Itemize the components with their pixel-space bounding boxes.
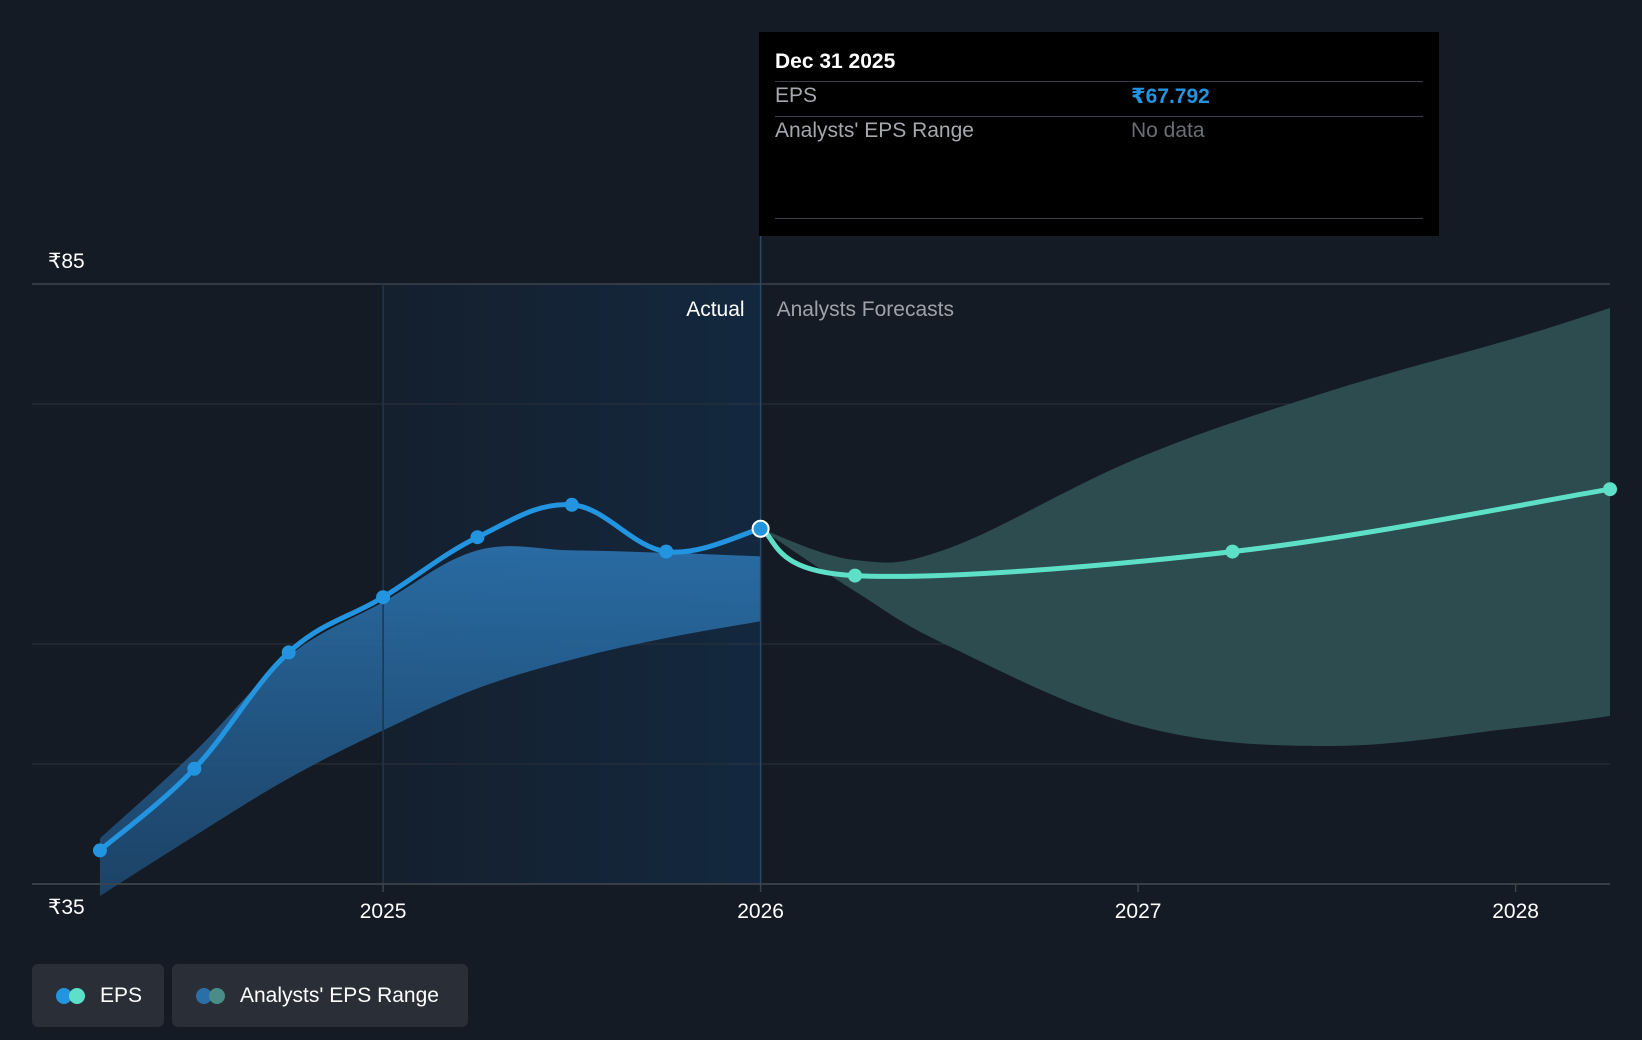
x-tick-label: 2026 — [737, 900, 784, 923]
tooltip-divider — [775, 218, 1423, 219]
y-tick-label: ₹85 — [48, 250, 85, 273]
tooltip-divider — [775, 81, 1423, 82]
tooltip-date: Dec 31 2025 — [775, 50, 896, 73]
eps-point[interactable] — [281, 645, 296, 660]
legend-eps[interactable]: EPS — [32, 964, 164, 1027]
x-tick-label: 2025 — [360, 900, 407, 923]
eps-forecast-point[interactable] — [1225, 544, 1240, 559]
eps-point[interactable] — [376, 590, 391, 605]
eps-point[interactable] — [92, 843, 107, 858]
eps-legend-icon — [56, 987, 86, 1004]
y-tick-label: ₹35 — [48, 896, 85, 919]
tooltip-range-label: Analysts' EPS Range — [775, 119, 974, 142]
tooltip-range-value: No data — [1131, 119, 1205, 142]
eps-point[interactable] — [564, 497, 579, 512]
tooltip-divider — [775, 116, 1423, 117]
eps-point[interactable] — [470, 530, 485, 545]
tooltip-range-row: Analysts' EPS Range No data — [775, 119, 1423, 153]
eps-range-band-forecast — [760, 308, 1610, 747]
tooltip: Dec 31 2025 EPS ₹67.792 Analysts' EPS Ra… — [759, 32, 1439, 236]
x-tick-label: 2027 — [1115, 900, 1162, 923]
actual-region-label: Actual — [686, 298, 744, 321]
tooltip-eps-label: EPS — [775, 84, 818, 107]
eps-forecast-point[interactable] — [847, 568, 862, 583]
x-tick-label: 2028 — [1492, 900, 1539, 923]
legend-eps-label: EPS — [100, 983, 143, 1007]
tooltip-eps-value: ₹67.792 — [1131, 85, 1210, 108]
forecast-region-label: Analysts Forecasts — [777, 298, 954, 321]
legend-range-label: Analysts' EPS Range — [240, 983, 439, 1007]
eps-line-forecast — [758, 486, 1613, 579]
eps-range-band-actual — [99, 546, 761, 896]
eps-range-legend-icon — [196, 987, 226, 1004]
eps-point[interactable] — [187, 761, 202, 776]
eps-point[interactable] — [659, 544, 674, 559]
legend-eps-range[interactable]: Analysts' EPS Range — [172, 964, 468, 1027]
eps-line-actual — [97, 502, 764, 853]
tooltip-eps-row: EPS ₹67.792 — [775, 84, 1423, 118]
eps-highlight-point[interactable] — [751, 519, 770, 538]
eps-forecast-point[interactable] — [1603, 482, 1617, 497]
